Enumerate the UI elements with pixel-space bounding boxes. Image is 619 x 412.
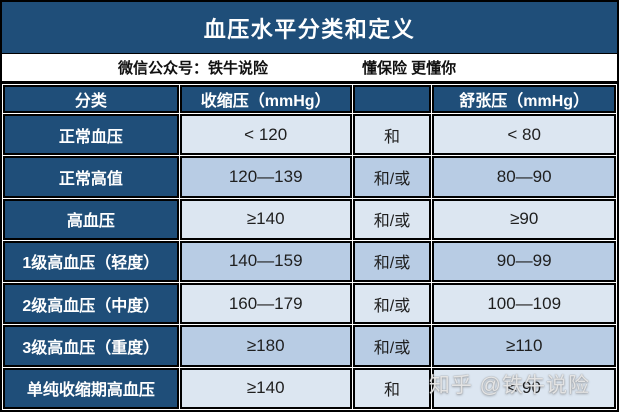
- table-row: 1级高血压（轻度） 140—159 和/或 90—99: [3, 240, 616, 283]
- subtitle-bar: 微信公众号：铁牛说险 懂保险 更懂你: [2, 54, 617, 84]
- relation-cell: 和: [352, 114, 432, 156]
- category-cell: 3级高血压（重度）: [3, 325, 179, 367]
- diastolic-cell: 100—109: [432, 283, 616, 325]
- header-relation: [352, 85, 432, 113]
- bp-table-body: 正常血压 < 120 和 < 80 正常高值 120—139 和/或 80—90…: [3, 114, 616, 409]
- systolic-cell: ≥180: [179, 325, 352, 367]
- category-cell: 1级高血压（轻度）: [3, 240, 179, 283]
- relation-cell: 和/或: [352, 198, 432, 240]
- wechat-account-label: 微信公众号：铁牛说险: [118, 60, 269, 77]
- header-diastolic: 舒张压（mmHg）: [432, 85, 616, 113]
- category-cell: 2级高血压（中度）: [3, 283, 179, 325]
- bp-table: 分类 收缩压（mmHg） 舒张压（mmHg） 正常血压 < 120 和 < 80…: [2, 84, 617, 410]
- diastolic-cell: 90—99: [432, 240, 616, 283]
- diastolic-cell: 80—90: [432, 156, 616, 198]
- relation-cell: 和/或: [352, 156, 432, 198]
- category-cell: 正常血压: [3, 114, 179, 156]
- relation-cell: 和/或: [352, 325, 432, 367]
- systolic-cell: ≥140: [179, 198, 352, 240]
- title-bar: 血压水平分类和定义: [2, 2, 617, 54]
- header-row: 分类 收缩压（mmHg） 舒张压（mmHg）: [3, 85, 616, 113]
- table-row: 高血压 ≥140 和/或 ≥90: [3, 198, 616, 240]
- slogan-label: 懂保险 更懂你: [362, 60, 457, 77]
- table-row: 正常高值 120—139 和/或 80—90: [3, 156, 616, 198]
- relation-cell: 和/或: [352, 240, 432, 283]
- header-systolic: 收缩压（mmHg）: [179, 85, 352, 113]
- diastolic-cell: ≥90: [432, 198, 616, 240]
- systolic-cell: 160—179: [179, 283, 352, 325]
- systolic-cell: 140—159: [179, 240, 352, 283]
- systolic-cell: 120—139: [179, 156, 352, 198]
- relation-cell: 和: [352, 367, 432, 409]
- table-row: 2级高血压（中度） 160—179 和/或 100—109: [3, 283, 616, 325]
- systolic-cell: < 120: [179, 114, 352, 156]
- category-cell: 高血压: [3, 198, 179, 240]
- table-row: 单纯收缩期高血压 ≥140 和 < 90: [3, 367, 616, 409]
- category-cell: 单纯收缩期高血压: [3, 367, 179, 409]
- systolic-cell: ≥140: [179, 367, 352, 409]
- page-title: 血压水平分类和定义: [203, 16, 416, 42]
- header-category: 分类: [3, 85, 179, 113]
- table-row: 3级高血压（重度） ≥180 和/或 ≥110: [3, 325, 616, 367]
- relation-cell: 和/或: [352, 283, 432, 325]
- table-row: 正常血压 < 120 和 < 80: [3, 114, 616, 156]
- diastolic-cell: < 80: [432, 114, 616, 156]
- category-cell: 正常高值: [3, 156, 179, 198]
- diastolic-cell: < 90: [432, 367, 616, 409]
- diastolic-cell: ≥110: [432, 325, 616, 367]
